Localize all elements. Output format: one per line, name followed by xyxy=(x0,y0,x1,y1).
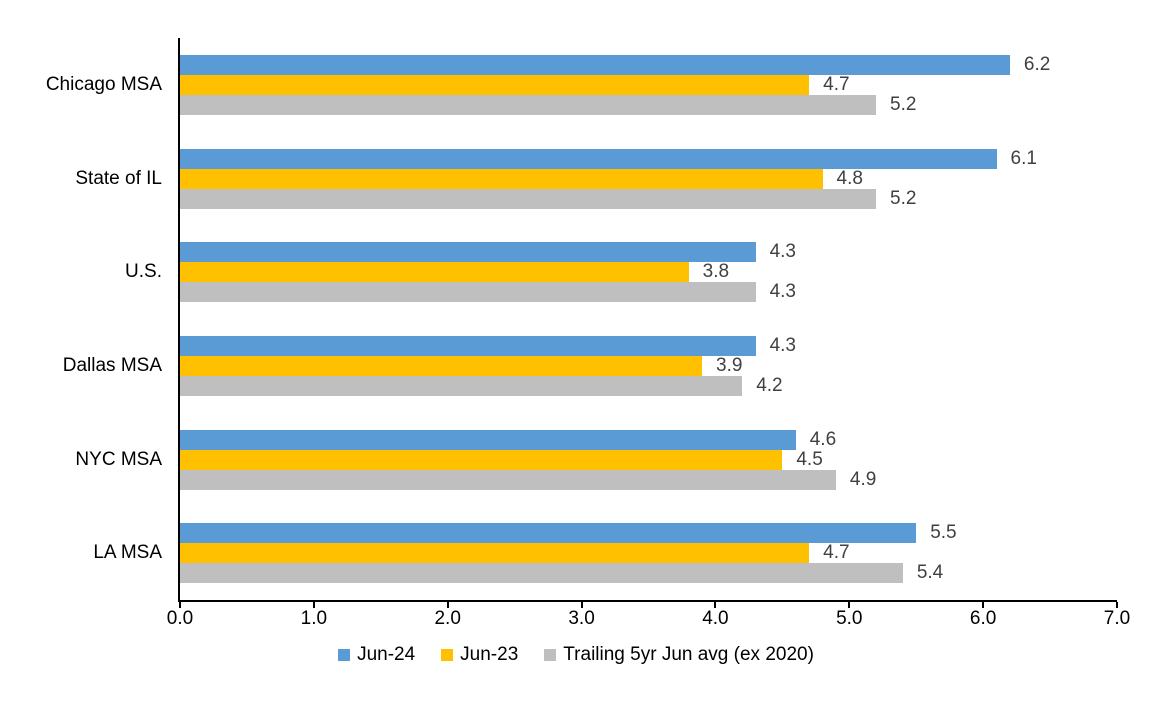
x-axis-tick-label: 2.0 xyxy=(434,608,461,629)
bar xyxy=(180,429,796,450)
bar-value-label: 5.4 xyxy=(916,562,944,584)
bar xyxy=(180,168,823,189)
bar xyxy=(180,563,903,584)
x-axis-tick-label: 3.0 xyxy=(568,608,595,629)
x-axis-tick xyxy=(580,602,583,608)
plot-area: 6.2 4.7 5.2 6.1 4.8 5.2 4.3 3.8 4.3 4.3 3.9 4.2 4.6 4… xyxy=(178,38,1118,608)
x-axis-tick-label: 1.0 xyxy=(300,608,328,629)
bar-value-label: 4.3 xyxy=(769,334,796,356)
bar-value-label: 6.1 xyxy=(1010,147,1037,169)
bar xyxy=(180,543,810,564)
bar-value-label: 4.2 xyxy=(756,374,783,396)
category-label: Chicago MSA xyxy=(45,73,162,95)
bar-value-label: 4.7 xyxy=(823,73,850,95)
x-axis-tick xyxy=(1116,602,1118,608)
x-axis-tick xyxy=(312,602,315,608)
bar xyxy=(180,74,810,95)
legend-item-jun-23: Jun-23 xyxy=(441,644,518,666)
category-label: LA MSA xyxy=(93,542,162,564)
x-axis-tick-label: 7.0 xyxy=(1103,608,1131,629)
x-axis-tick xyxy=(179,602,181,608)
x-axis-tick xyxy=(446,602,449,608)
bar-value-label: 3.9 xyxy=(716,354,743,376)
category-label: State of IL xyxy=(75,167,162,189)
legend-swatch-jun-24 xyxy=(338,649,351,661)
bar-value-label: 4.9 xyxy=(849,468,877,490)
legend-item-trailing-avg: Trailing 5yr Jun avg (ex 2020) xyxy=(544,644,814,666)
bar xyxy=(180,262,689,283)
x-axis-tick-label: 6.0 xyxy=(969,608,997,629)
legend: Jun-24 Jun-23 Trailing 5yr Jun avg (ex 2… xyxy=(0,644,1152,666)
bar-value-label: 4.3 xyxy=(769,241,796,263)
bar-value-label: 4.3 xyxy=(769,281,796,303)
bar-value-label: 4.8 xyxy=(836,167,863,189)
bar xyxy=(180,188,877,209)
legend-swatch-jun-23 xyxy=(441,649,454,661)
legend-swatch-trailing-avg xyxy=(544,649,557,661)
bar-value-label: 4.5 xyxy=(796,448,823,470)
bar-value-label: 3.8 xyxy=(702,261,730,283)
x-axis-tick xyxy=(714,602,717,608)
x-axis-tick-labels: 0.0 1.0 2.0 3.0 4.0 5.0 6.0 7.0 xyxy=(167,608,1130,632)
legend-label-jun-23: Jun-23 xyxy=(460,644,519,665)
bar xyxy=(180,469,836,490)
x-axis-tick xyxy=(982,602,985,608)
bar xyxy=(180,523,917,544)
bar xyxy=(180,282,756,303)
bar-value-label: 4.6 xyxy=(809,428,837,450)
category-label: U.S. xyxy=(125,261,162,283)
bar-value-label: 4.7 xyxy=(823,542,850,564)
bar xyxy=(180,242,756,263)
bar xyxy=(180,54,1010,75)
legend-label-jun-24: Jun-24 xyxy=(357,644,416,665)
x-axis-tick-label: 5.0 xyxy=(836,608,863,629)
y-axis-line xyxy=(178,38,180,602)
bar xyxy=(180,94,877,115)
bar xyxy=(180,355,703,376)
x-axis-tick-label: 0.0 xyxy=(166,608,194,629)
x-axis-tick xyxy=(848,602,851,608)
category-label: Dallas MSA xyxy=(62,354,162,376)
bar xyxy=(180,335,756,356)
bar xyxy=(180,375,743,396)
legend-item-jun-24: Jun-24 xyxy=(338,644,415,666)
bar-value-label: 5.2 xyxy=(890,187,917,209)
y-axis-category-labels: Chicago MSA State of IL U.S. Dallas MSA NYC … xyxy=(0,38,162,600)
x-axis-tick-label: 4.0 xyxy=(702,608,729,629)
bar-value-label: 5.5 xyxy=(930,522,957,544)
bar xyxy=(180,449,783,470)
bar-value-label: 5.2 xyxy=(890,93,917,115)
category-label: NYC MSA xyxy=(75,448,162,470)
legend-label-trailing-avg: Trailing 5yr Jun avg (ex 2020) xyxy=(563,644,814,665)
bar xyxy=(180,148,997,169)
bar-value-label: 6.2 xyxy=(1023,53,1051,75)
x-axis-line xyxy=(178,600,1117,602)
